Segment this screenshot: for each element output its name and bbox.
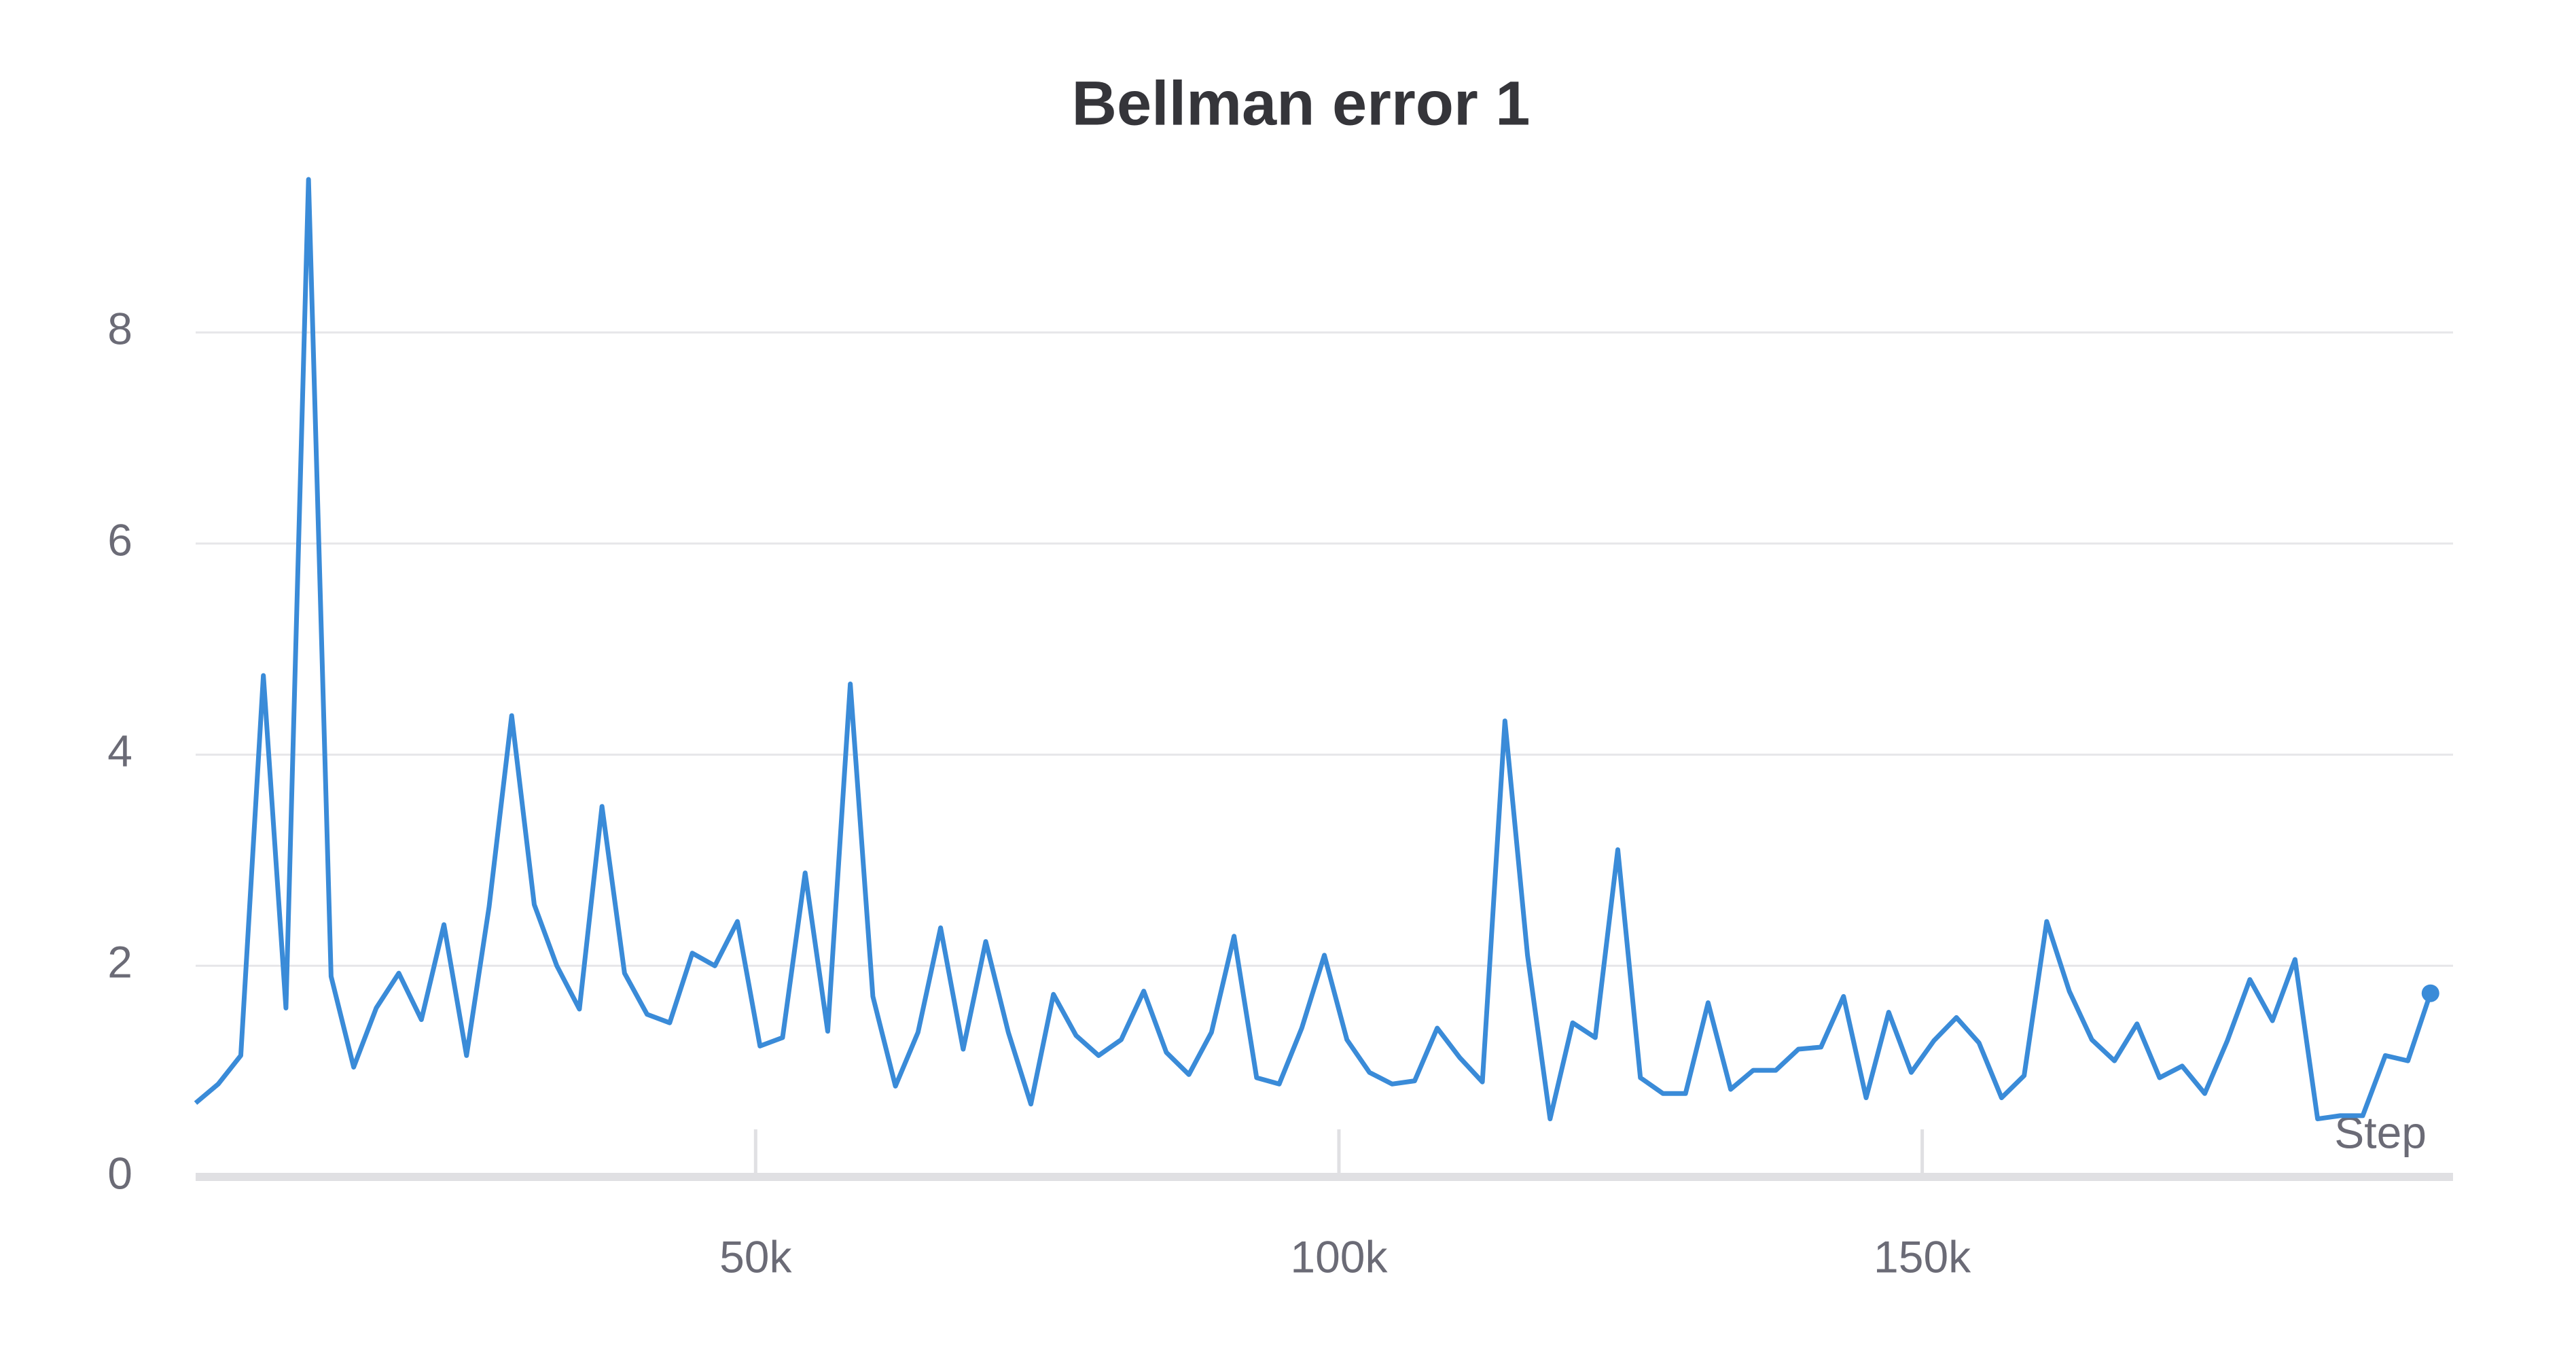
- x-tick-label: 150k: [1874, 1231, 1971, 1282]
- end-point: [2421, 984, 2439, 1002]
- x-tick-label: 50k: [719, 1231, 792, 1282]
- y-tick-label: 2: [107, 937, 132, 987]
- x-tick-label: 100k: [1290, 1231, 1388, 1282]
- y-tick-label: 0: [107, 1148, 132, 1198]
- y-tick-label: 4: [107, 726, 132, 776]
- line-series: [194, 177, 2433, 1122]
- y-tick-label: 6: [107, 514, 132, 565]
- y-tick-label: 8: [107, 304, 132, 354]
- chart-title: Bellman error 1: [1072, 69, 1531, 138]
